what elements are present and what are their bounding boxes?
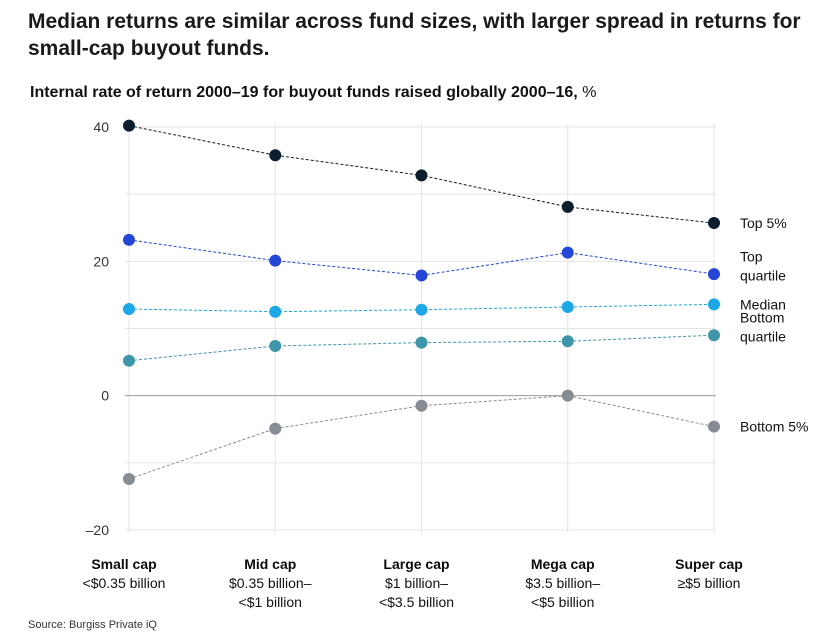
data-point-bottom_quartile [561, 335, 574, 348]
category-name: Large cap [383, 556, 449, 572]
data-point-median [561, 301, 574, 314]
headline: Median returns are similar across fund s… [28, 10, 801, 60]
data-point-top_quartile [561, 246, 574, 259]
data-point-top5 [415, 169, 428, 182]
data-point-bottom5 [269, 422, 282, 435]
category-range: <$0.35 billion [83, 575, 166, 591]
y-tick-label: 0 [101, 388, 109, 404]
category-name: Mid cap [244, 556, 296, 572]
category-range: <$1 billion [239, 594, 302, 610]
series-line-bottom_quartile [128, 334, 715, 362]
data-point-median [123, 303, 135, 316]
series-label-top5: Top 5% [740, 215, 787, 231]
chart-subtitle: Internal rate of return 2000–19 for buyo… [30, 84, 596, 102]
category-name: Small cap [91, 556, 156, 572]
data-point-bottom_quartile [708, 329, 720, 342]
data-point-bottom5 [415, 399, 428, 412]
data-point-bottom5 [708, 420, 720, 433]
data-point-bottom5 [561, 389, 574, 402]
data-point-median [415, 303, 428, 316]
category-range: <$5 billion [531, 594, 594, 610]
category-name: Mega cap [531, 556, 595, 572]
chart-subtitle-text: Internal rate of return 2000–19 for buyo… [30, 84, 578, 101]
category-range: <$3.5 billion [379, 594, 454, 610]
data-points [123, 119, 720, 485]
category-name: Super cap [675, 556, 743, 572]
data-point-top_quartile [415, 269, 428, 282]
category-range: $1 billion– [385, 575, 448, 591]
series-label-bottom_quartile: Bottom quartile [740, 310, 786, 345]
y-tick-label: –20 [86, 522, 110, 538]
chart-subtitle-unit: % [582, 84, 597, 101]
y-axis-ticks: 40 20 0 –20 [86, 119, 110, 538]
x-axis-categories: Small cap <$0.35 billion Mid cap $0.35 bill… [83, 556, 743, 610]
y-tick-label: 20 [93, 253, 109, 269]
category-range: $3.5 billion– [525, 575, 600, 591]
series-label-bottom5: Bottom 5% [740, 419, 808, 435]
category-range: $0.35 billion– [229, 575, 312, 591]
data-point-top5 [708, 217, 720, 230]
data-point-bottom_quartile [269, 339, 282, 352]
data-point-median [708, 298, 720, 311]
series-line-top_quartile [128, 239, 715, 276]
data-point-bottom_quartile [123, 354, 135, 367]
data-point-bottom5 [123, 472, 135, 485]
data-point-top5 [561, 200, 574, 213]
data-point-bottom_quartile [415, 336, 428, 349]
data-point-top_quartile [708, 268, 720, 281]
gridlines [125, 124, 716, 533]
category-range: ≥$5 billion [678, 575, 741, 591]
data-point-median [269, 305, 282, 318]
data-point-top5 [269, 149, 282, 162]
series-label-median: Median [740, 296, 786, 312]
y-tick-label: 40 [93, 119, 109, 135]
source-note: Source: Burgiss Private iQ [28, 619, 157, 631]
series-label-top_quartile: Top quartile [740, 249, 786, 284]
data-point-top_quartile [269, 254, 282, 267]
data-point-top5 [123, 119, 135, 132]
data-point-top_quartile [123, 233, 135, 246]
